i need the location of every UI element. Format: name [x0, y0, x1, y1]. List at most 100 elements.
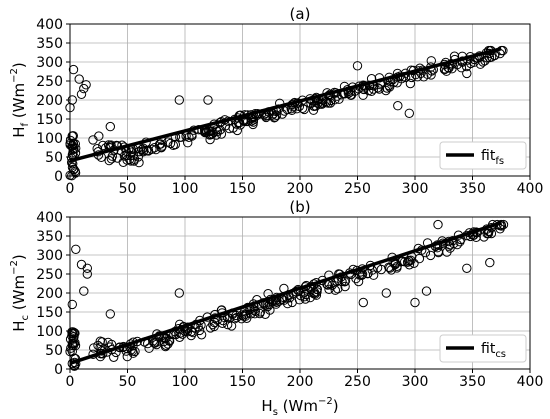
panel-b-point-324 — [421, 286, 432, 296]
panel-a-x-tick-label-1: 50 — [119, 181, 137, 197]
panel-b-point-25 — [67, 338, 78, 348]
panel-b-point-88 — [471, 232, 481, 243]
panel-b-point-296 — [310, 289, 320, 299]
panel-b-point-306 — [452, 239, 462, 250]
panel-b-y-label: Hc (Wm−2) — [9, 254, 31, 331]
panel-a-point-26 — [68, 139, 79, 149]
panel-a-x-tick-label-0: 0 — [66, 181, 75, 197]
panel-a-point-247 — [308, 105, 319, 115]
panel-b-y-tick-label-6: 300 — [36, 248, 63, 264]
panel-b-point-328 — [312, 284, 322, 294]
panel-a-point-66 — [107, 151, 118, 161]
panel-a-point-331 — [74, 74, 84, 84]
panel-a-legend-label: fitfs — [481, 148, 504, 167]
panel-b-point-285 — [205, 323, 216, 333]
panel-b-x-tick-label-6: 300 — [402, 374, 429, 390]
panel-b-point-191 — [425, 250, 436, 261]
panel-a-point-152 — [405, 78, 416, 89]
panel-a-point-315 — [320, 97, 330, 107]
panel-b-point-261 — [271, 299, 281, 309]
panel-b-point-133 — [433, 247, 443, 257]
panel-a-point-197 — [248, 117, 259, 127]
panel-b-point-318 — [79, 286, 89, 296]
panel-a-x-tick-label-8: 400 — [517, 181, 544, 197]
panel-b-point-307 — [223, 319, 233, 330]
panel-b-x-tick-label-4: 200 — [287, 374, 314, 390]
panel-a-point-310 — [313, 98, 323, 109]
panel-b-point-298 — [357, 269, 368, 279]
panel-a-point-55 — [98, 140, 108, 151]
panel-a-point-300 — [419, 72, 429, 82]
panel-a-point-80 — [358, 90, 368, 100]
panel-b-point-50 — [109, 352, 119, 362]
panel-b-point-303 — [279, 295, 289, 305]
panel-a-point-274 — [143, 145, 154, 156]
panel-a-point-313 — [165, 138, 176, 149]
panel-b-point-8 — [67, 358, 78, 369]
panel-b-point-301 — [340, 276, 351, 286]
panel-b-x-tick-label-1: 50 — [119, 374, 137, 390]
panel-a-point-305 — [381, 85, 391, 96]
panel-b-x-tick-label-2: 100 — [172, 374, 199, 390]
panel-b-point-257 — [368, 270, 379, 280]
panel-b-point-315 — [76, 259, 87, 270]
panel-b-point-218 — [294, 295, 305, 305]
panel-b-point-299 — [238, 311, 249, 321]
panel-b-point-289 — [301, 289, 311, 300]
panel-a-title: (a) — [290, 5, 311, 23]
panel-a-point-22 — [68, 164, 79, 175]
panel-a-point-338 — [174, 95, 185, 105]
panel-b-y-tick-label-7: 350 — [36, 229, 63, 245]
panel-b-point-312 — [482, 229, 492, 239]
panel-b-grid — [69, 216, 531, 370]
panel-a-x-ticks: 0 50 100 150 200 250 300 350 400 — [66, 176, 544, 197]
panel-b-point-58 — [97, 337, 107, 347]
panel-b-point-120 — [404, 256, 415, 266]
panel-a-y-tick-label-2: 100 — [36, 131, 63, 147]
panel-a-legend-box — [439, 141, 527, 170]
panel-a-legend: fitfs — [439, 141, 527, 170]
panel-a-point-288 — [138, 143, 149, 154]
panel-b-point-317 — [82, 269, 93, 279]
panel-b-point-294 — [351, 273, 361, 284]
panel-b-x-label: Hs (Wm−2) — [261, 396, 338, 418]
panel-a-y-tick-label-8: 400 — [36, 17, 63, 33]
panel-a-point-337 — [105, 121, 116, 132]
panel-b-y-tick-label-4: 200 — [36, 286, 63, 302]
panel-a-point-333 — [81, 80, 91, 90]
panel-a-y-label: Hf (Wm−2) — [9, 62, 31, 138]
panel-b-point-103 — [402, 257, 413, 267]
panel-b-point-230 — [242, 313, 252, 323]
panel-b-y-ticks: 0 50 100 150 200 250 300 350 400 — [36, 210, 70, 378]
panel-b-point-27 — [67, 328, 78, 338]
panel-b-point-260 — [164, 335, 174, 346]
panel-b-legend: fitcs — [439, 334, 527, 363]
panel-a-point-323 — [149, 143, 160, 153]
panel-b-title: (b) — [289, 198, 310, 216]
panel-b-points — [65, 219, 509, 371]
panel-b-point-278 — [363, 269, 373, 279]
panel-a-x-tick-label-4: 200 — [287, 181, 314, 197]
panel-a-y-tick-label-7: 350 — [36, 36, 63, 52]
panel-b-fit-line — [69, 221, 502, 365]
panel-b-point-316 — [82, 263, 93, 273]
panel-b-point-322 — [381, 288, 391, 298]
panel-a-point-272 — [235, 120, 246, 130]
panel-a-x-tick-label-6: 300 — [402, 181, 429, 197]
panel-a-point-334 — [76, 89, 87, 100]
panel-a-point-309 — [163, 137, 173, 147]
panel-b-y-tick-label-1: 50 — [45, 343, 63, 359]
panel-b-legend-label: fitcs — [481, 341, 506, 360]
panel-b-point-309 — [409, 258, 419, 268]
panel-b-point-164 — [385, 263, 395, 273]
panel-b-y-tick-label-3: 150 — [36, 305, 63, 321]
panel-b-point-23 — [68, 327, 78, 337]
panel-b-point-255 — [312, 287, 322, 297]
panel-a-point-318 — [156, 142, 167, 153]
panel-a-y-tick-label-3: 150 — [36, 112, 63, 128]
panel-a-point-307 — [215, 125, 225, 135]
panel-a-point-25 — [67, 141, 77, 151]
panel-b-point-266 — [230, 314, 240, 324]
panel-b-point-290 — [397, 256, 408, 266]
